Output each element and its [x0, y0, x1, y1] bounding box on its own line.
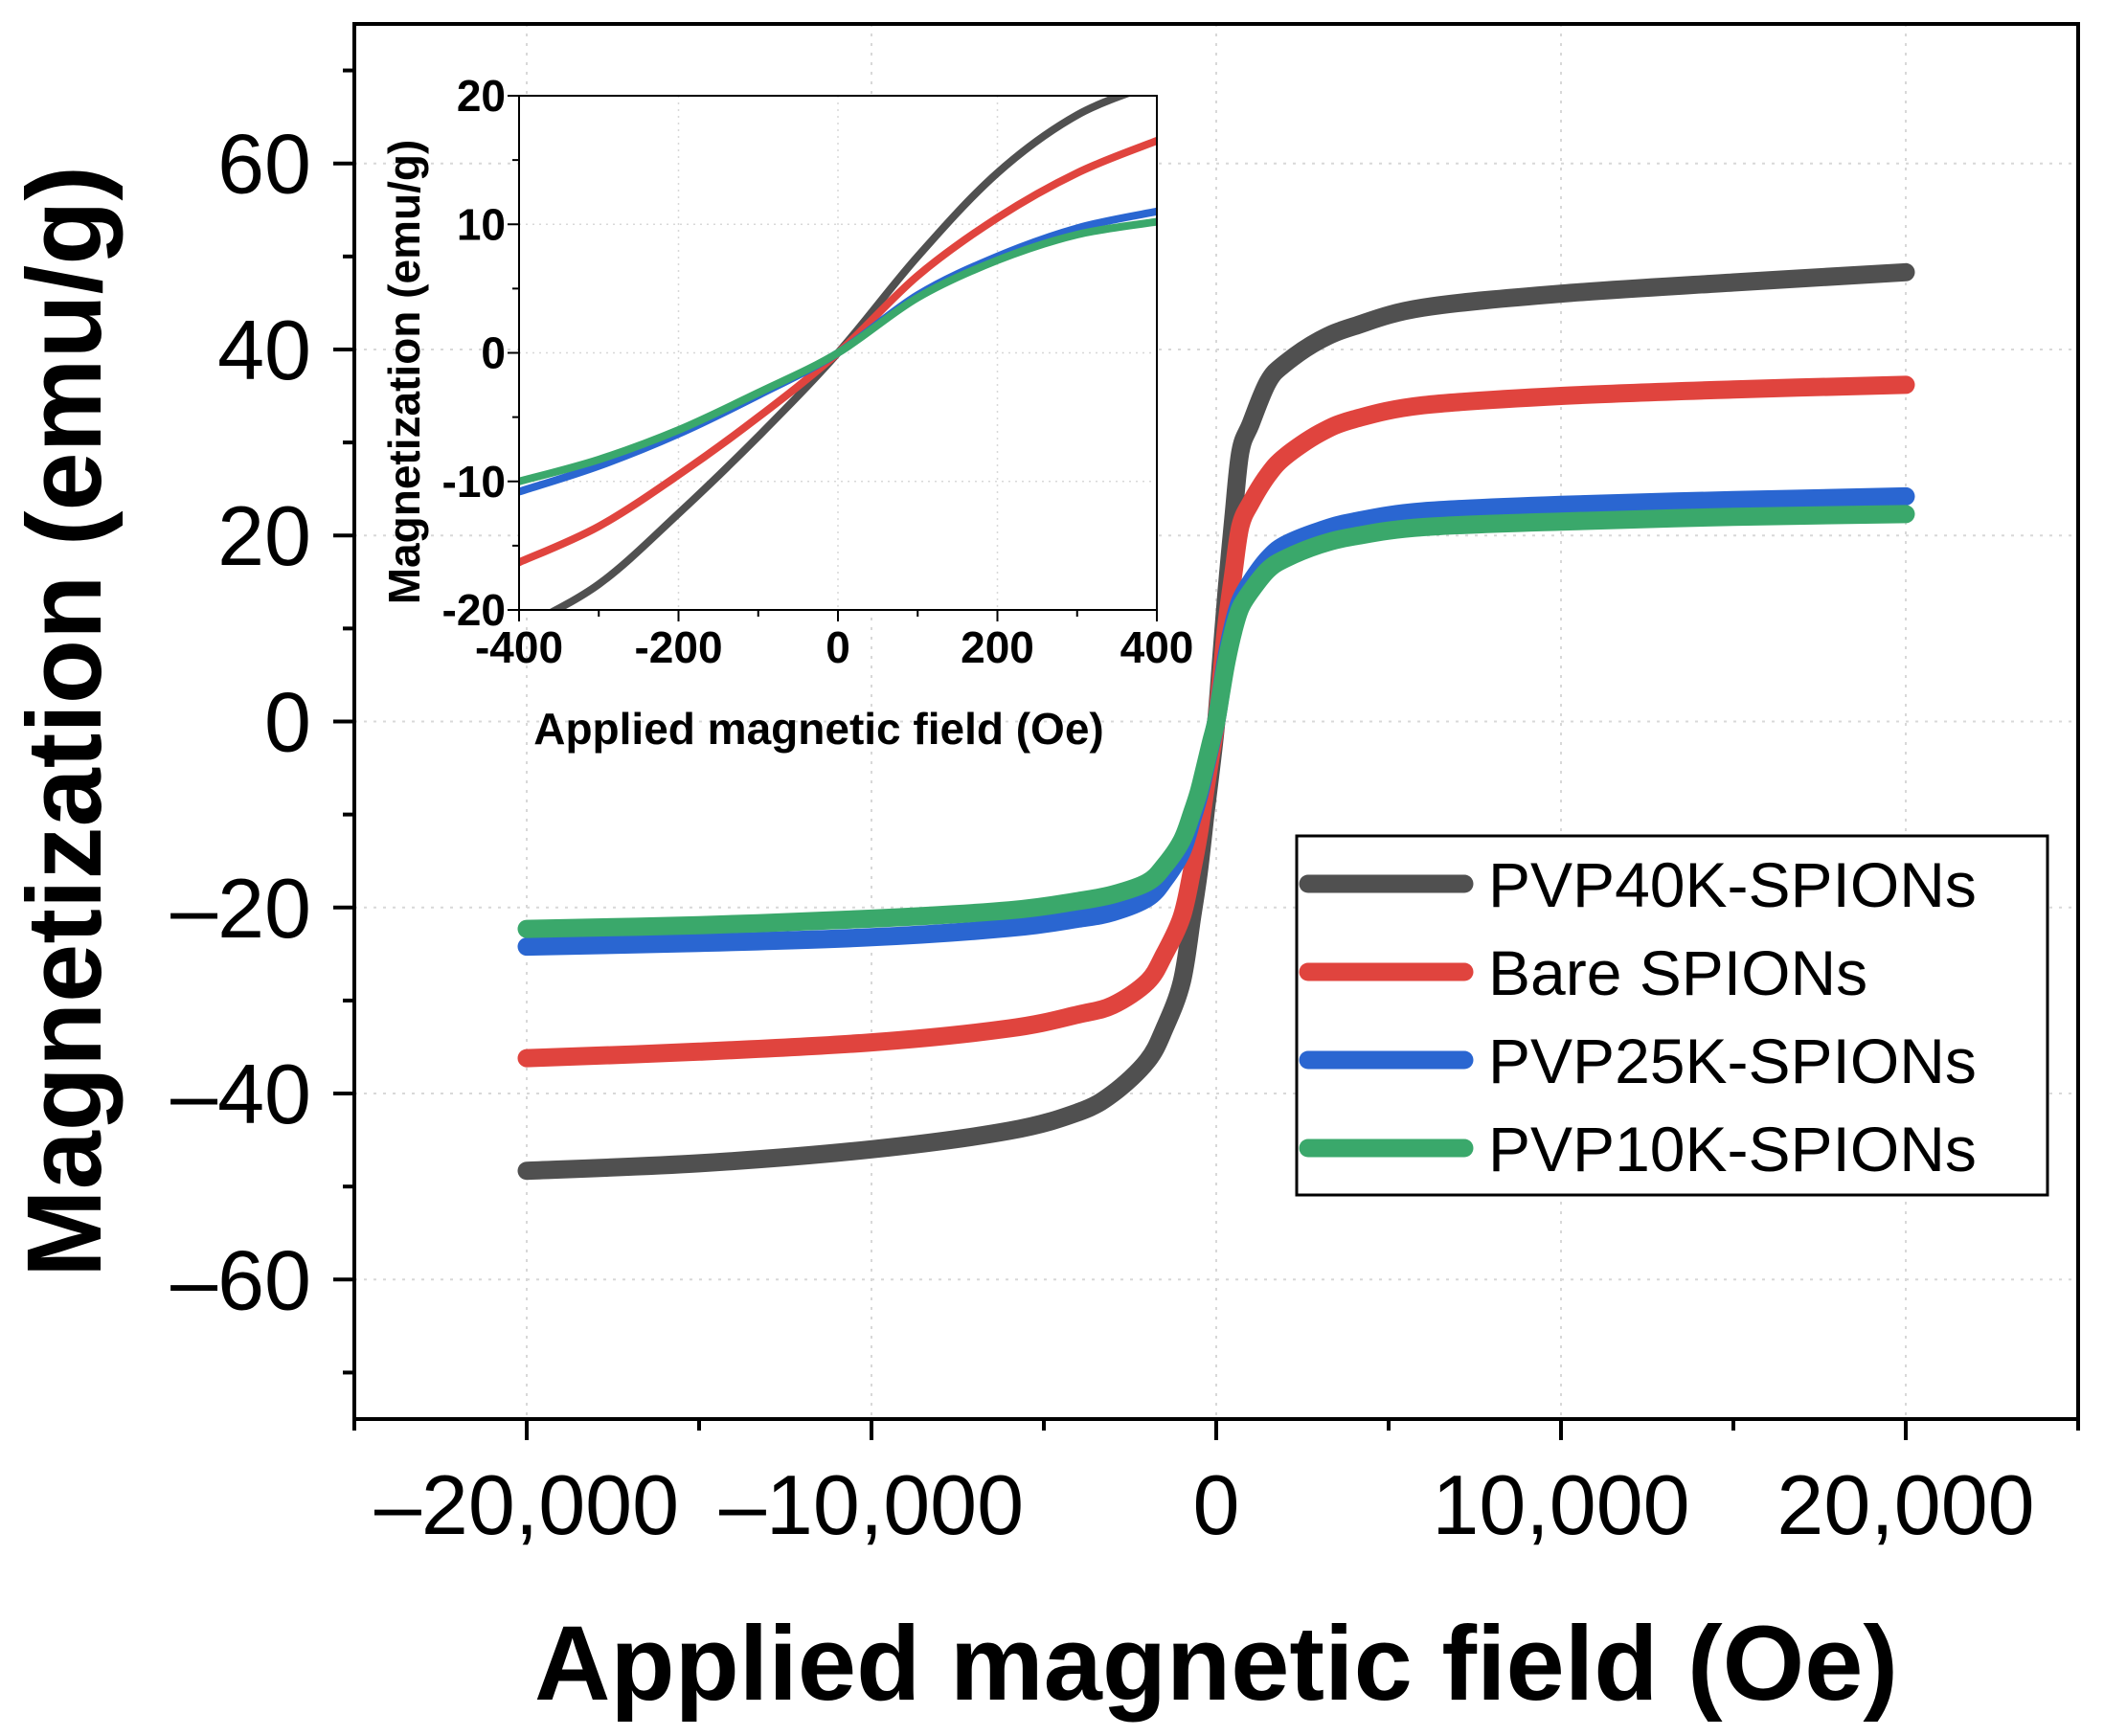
legend: PVP40K-SPIONs Bare SPIONs PVP25K-SPIONs PVP… — [1295, 834, 2049, 1197]
inset-tick-labels: -400 -200 0 200 400 -20 -10 0 10 20 — [442, 71, 1194, 672]
inset-ticks — [508, 95, 1158, 621]
main-y-tick-label: –40 — [170, 1047, 311, 1141]
main-series-group — [517, 262, 1915, 1181]
inset-y-tick-label: -10 — [442, 457, 506, 507]
main-x-tick-label: 20,000 — [1776, 1457, 2034, 1552]
main-y-tick-label: 40 — [217, 303, 311, 397]
legend-label-2: PVP25K-SPIONs — [1488, 1026, 1977, 1096]
inset-series-group — [519, 96, 1157, 610]
legend-box — [1295, 834, 2049, 1197]
main-y-tick-label: –20 — [170, 861, 311, 956]
inset-y-axis-title: Magnetization (emu/g) — [379, 140, 429, 605]
main-series-line-3 — [517, 505, 1915, 938]
main-y-tick-label: 60 — [217, 117, 311, 212]
inset-y-tick-label: 20 — [457, 71, 506, 121]
inset-x-tick-label: 400 — [1120, 622, 1194, 672]
main-x-tick-label: 10,000 — [1432, 1457, 1689, 1552]
legend-label-3: PVP10K-SPIONs — [1488, 1114, 1977, 1184]
inset-x-tick-label: 0 — [826, 622, 850, 672]
main-x-axis-title: Applied magnetic field (Oe) — [534, 1605, 1898, 1723]
legend-items: PVP40K-SPIONs Bare SPIONs PVP25K-SPIONs PVP… — [1299, 849, 1977, 1184]
inset-y-tick-label: 0 — [481, 328, 506, 378]
main-x-tick-label: 0 — [1193, 1457, 1240, 1552]
inset-x-tick-label: -200 — [634, 622, 722, 672]
inset-y-tick-label: 10 — [457, 199, 506, 249]
main-y-axis-title: Magnetization (emu/g) — [6, 166, 124, 1277]
inset-x-tick-label: -400 — [475, 622, 563, 672]
main-x-tick-label: –20,000 — [374, 1457, 679, 1552]
inset-x-tick-label: 200 — [961, 622, 1034, 672]
inset-y-tick-label: -20 — [442, 585, 506, 635]
inset-chart: -400 -200 0 200 400 -20 -10 0 10 20 Applied magne… — [379, 71, 1193, 754]
main-y-tick-label: 20 — [217, 488, 311, 583]
main-y-tick-label: 0 — [264, 675, 311, 770]
main-x-tick-label: –10,000 — [719, 1457, 1024, 1552]
legend-label-0: PVP40K-SPIONs — [1488, 849, 1977, 920]
main-ticks — [333, 68, 2080, 1440]
inset-series-line-3 — [519, 217, 1157, 485]
main-tick-labels: –20,000 –10,000 0 10,000 20,000 –60 –40 –20 0 20 4… — [170, 117, 2034, 1552]
main-y-tick-label: –60 — [170, 1232, 311, 1327]
inset-x-axis-title: Applied magnetic field (Oe) — [533, 704, 1104, 754]
legend-label-1: Bare SPIONs — [1488, 937, 1867, 1008]
